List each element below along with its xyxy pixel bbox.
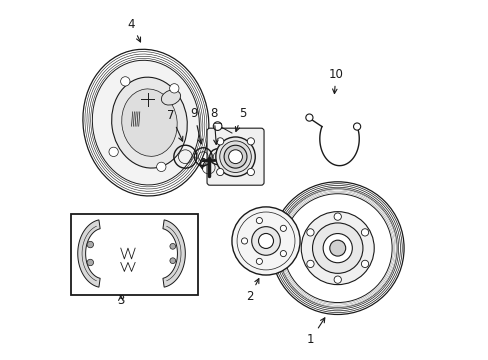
Circle shape — [216, 138, 224, 145]
Circle shape — [271, 182, 403, 315]
Ellipse shape — [111, 77, 187, 168]
Circle shape — [213, 122, 222, 130]
FancyBboxPatch shape — [206, 128, 264, 185]
Circle shape — [305, 114, 312, 121]
Ellipse shape — [161, 90, 180, 105]
Text: 9: 9 — [190, 107, 202, 144]
Circle shape — [256, 217, 262, 224]
Circle shape — [219, 141, 251, 172]
Circle shape — [256, 258, 262, 265]
Circle shape — [121, 77, 130, 86]
Circle shape — [323, 234, 352, 263]
Circle shape — [329, 240, 345, 256]
Circle shape — [228, 150, 242, 163]
Circle shape — [306, 260, 313, 267]
Circle shape — [231, 207, 300, 275]
Bar — [70, 214, 198, 295]
Polygon shape — [163, 220, 185, 287]
Text: 2: 2 — [245, 279, 258, 303]
Circle shape — [109, 147, 118, 157]
Circle shape — [333, 276, 341, 283]
Circle shape — [280, 225, 286, 231]
Text: 10: 10 — [328, 68, 343, 94]
Circle shape — [156, 162, 165, 171]
Text: 6: 6 — [197, 157, 205, 170]
Circle shape — [87, 241, 93, 248]
Text: 1: 1 — [306, 318, 324, 346]
Ellipse shape — [92, 60, 199, 185]
Text: 4: 4 — [127, 18, 140, 42]
Circle shape — [361, 229, 368, 236]
Circle shape — [241, 238, 247, 244]
Circle shape — [87, 259, 93, 266]
Circle shape — [169, 84, 179, 93]
Circle shape — [306, 229, 313, 236]
Circle shape — [280, 251, 286, 257]
Ellipse shape — [122, 89, 177, 156]
Circle shape — [216, 168, 224, 176]
Circle shape — [258, 234, 273, 248]
Text: 7: 7 — [167, 109, 183, 141]
Ellipse shape — [83, 49, 208, 196]
Circle shape — [251, 227, 280, 255]
Text: 3: 3 — [117, 294, 124, 307]
Circle shape — [224, 145, 246, 168]
Text: 8: 8 — [210, 107, 218, 144]
Circle shape — [247, 168, 254, 176]
Circle shape — [333, 213, 341, 220]
Circle shape — [361, 260, 368, 267]
Circle shape — [312, 223, 362, 273]
Circle shape — [215, 137, 255, 176]
Circle shape — [169, 243, 175, 249]
Circle shape — [169, 258, 175, 264]
Circle shape — [353, 123, 360, 130]
Polygon shape — [78, 220, 100, 287]
Circle shape — [247, 138, 254, 145]
Circle shape — [301, 212, 373, 285]
Text: 5: 5 — [235, 107, 246, 131]
